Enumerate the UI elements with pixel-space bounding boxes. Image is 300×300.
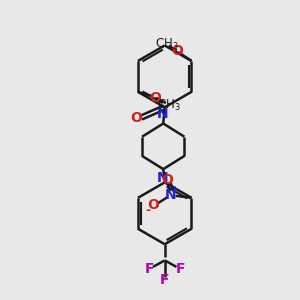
Text: N: N <box>164 188 176 202</box>
Text: F: F <box>175 262 185 276</box>
Text: CH$_3$: CH$_3$ <box>157 98 181 112</box>
Text: -: - <box>145 204 150 217</box>
Text: N: N <box>157 107 169 121</box>
Text: F: F <box>145 262 154 276</box>
Text: O: O <box>161 172 173 187</box>
Text: O: O <box>148 198 160 212</box>
Text: N: N <box>157 172 169 185</box>
Text: O: O <box>171 44 183 58</box>
Text: F: F <box>160 273 169 287</box>
Text: CH$_3$: CH$_3$ <box>154 37 178 52</box>
Text: O: O <box>130 111 142 124</box>
Text: +: + <box>171 184 179 195</box>
Text: O: O <box>150 91 162 105</box>
